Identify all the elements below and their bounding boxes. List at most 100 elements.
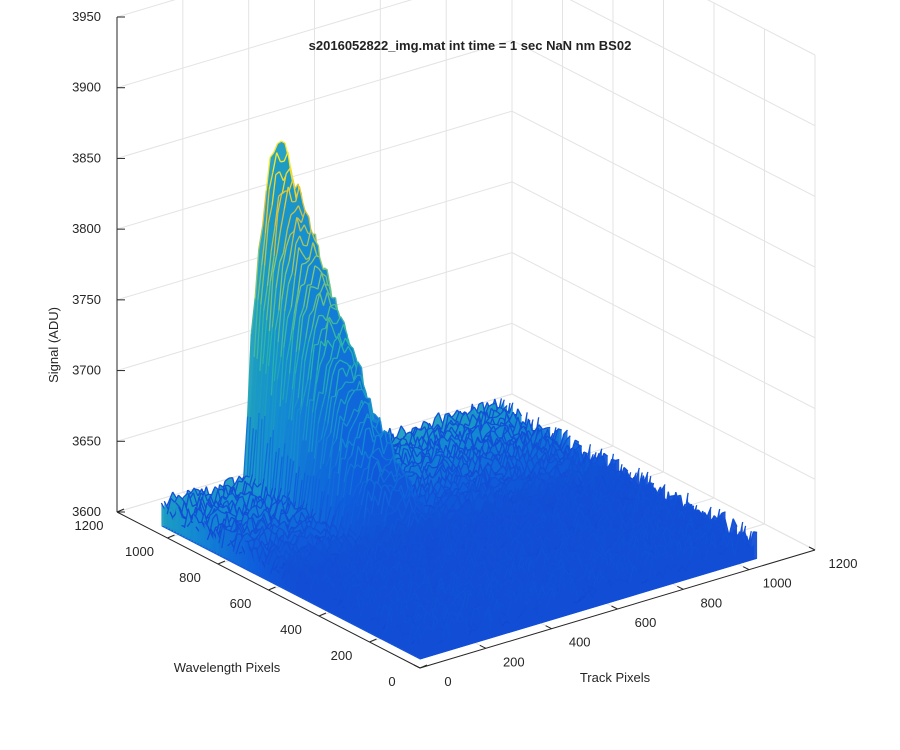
surface-segment [319, 282, 326, 293]
surface-segment [327, 396, 333, 424]
surface-segment [341, 381, 347, 389]
surface-segment [306, 379, 312, 407]
surface-segment [497, 460, 503, 469]
surface-segment [294, 350, 300, 374]
surface-segment [252, 512, 258, 519]
surface-segment [553, 428, 559, 442]
surface-segment [311, 307, 317, 328]
surface-segment [303, 244, 308, 247]
surface-segment [423, 482, 429, 489]
surface-segment [261, 190, 267, 227]
surface-segment [192, 492, 198, 506]
surface-segment [323, 340, 329, 356]
surface-segment [498, 442, 504, 456]
surface-segment [260, 508, 266, 516]
surface-segment [286, 214, 292, 230]
surface-segment [272, 152, 278, 173]
surface-segment [490, 430, 495, 433]
surface-segment [300, 361, 306, 408]
surface-segment [291, 243, 297, 273]
surface-segment [430, 444, 436, 461]
surface-segment [302, 308, 308, 317]
surface-segment [502, 405, 508, 410]
surface-segment [433, 427, 439, 433]
surface-segment [449, 455, 455, 459]
surface-segment [340, 398, 346, 405]
surface-segment [253, 525, 259, 532]
surface-segment [230, 518, 236, 530]
surface-segment [278, 265, 284, 311]
surface-segment [297, 264, 303, 293]
surface-segment [268, 172, 274, 190]
surface-segment [255, 371, 261, 430]
surface-segment [172, 491, 177, 499]
surface-segment [447, 537, 452, 540]
surface-segment [338, 367, 344, 371]
surface-segment [215, 528, 221, 538]
surface-segment [507, 430, 513, 439]
surface-segment [252, 358, 258, 429]
surface-segment [321, 327, 326, 330]
surface-segment [437, 412, 443, 424]
surface-segment [491, 402, 497, 405]
surface-strip [207, 292, 545, 551]
surface-segment [263, 513, 269, 526]
surface-mesh [160, 140, 758, 660]
surface-segment [461, 411, 467, 417]
surface-segment [504, 408, 510, 414]
surface-segment [293, 183, 299, 190]
surface-segment [190, 510, 196, 522]
surface-segment [326, 359, 331, 367]
surface-segment [255, 538, 259, 541]
surface-segment [303, 284, 309, 308]
surface-segment [217, 508, 222, 513]
surface-segment [471, 413, 477, 420]
surface-segment [437, 453, 443, 466]
surface-segment [238, 506, 244, 517]
surface-segment [235, 523, 241, 532]
surface-segment [234, 497, 240, 507]
surface-segment [488, 458, 493, 462]
surface-segment [494, 454, 499, 456]
surface-segment [272, 379, 278, 430]
surface-segment [467, 457, 473, 470]
surface-segment [617, 470, 622, 473]
surface-segment [315, 479, 321, 514]
surface-segment [313, 286, 319, 290]
surface-segment [275, 406, 281, 452]
surface-segment [235, 542, 241, 555]
surface-segment [508, 423, 515, 435]
surface-segment [559, 433, 565, 450]
surface-segment [499, 424, 504, 428]
surface-segment [478, 401, 484, 405]
surface-segment [281, 274, 287, 300]
surface-segment [434, 412, 440, 419]
surface-segment [270, 330, 276, 396]
surface-segment [294, 466, 300, 502]
surface-segment [326, 339, 332, 347]
surface-segment [281, 402, 287, 457]
surface-segment [209, 495, 215, 506]
surface-segment [474, 455, 480, 468]
surface-segment [430, 427, 436, 432]
surface-segment [318, 563, 323, 566]
surface-segment [295, 551, 300, 554]
surface-segment [320, 340, 326, 347]
surface-segment [294, 205, 300, 212]
surface-segment [422, 446, 428, 452]
surface-segment [256, 505, 262, 510]
surface-segment [484, 457, 489, 460]
surface-segment [423, 420, 428, 424]
surface-segment [288, 238, 294, 262]
surface-segment [277, 299, 283, 343]
surface-segment [283, 318, 289, 348]
surface-segment [414, 461, 419, 465]
surface-segment [320, 420, 326, 440]
surface-strip [227, 360, 565, 561]
surface-segment [260, 265, 266, 305]
surface-segment [269, 429, 275, 503]
surface-segment [175, 502, 180, 508]
surface-segment [530, 430, 536, 438]
surface-segment [271, 501, 277, 506]
surface-segment [279, 347, 285, 407]
